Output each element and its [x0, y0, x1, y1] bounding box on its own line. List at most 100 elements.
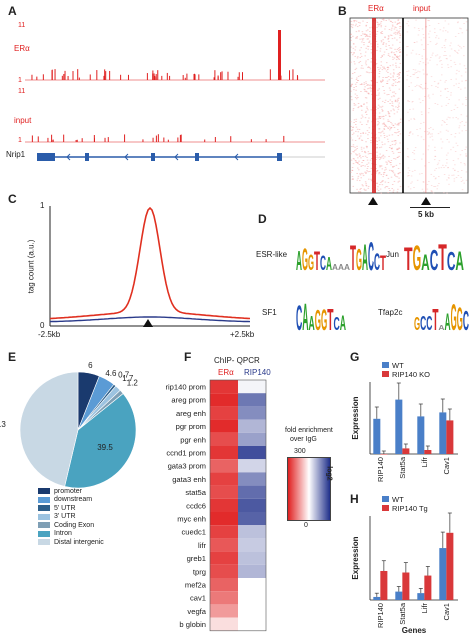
heatmap-dot: [395, 66, 398, 68]
heatmap-dot: [398, 58, 401, 60]
heatmap-dot: [362, 33, 364, 35]
gene-exon: [37, 153, 55, 161]
heatmap-dot: [363, 188, 366, 190]
heatmap-dot: [389, 34, 392, 36]
heatmap-dot: [382, 77, 384, 78]
heatmap-dot: [392, 83, 395, 85]
heatmap-row-label: cuedc1: [182, 528, 207, 537]
heatmap-dot: [352, 47, 355, 49]
heatmap-dot: [352, 108, 355, 109]
heatmap-dot: [378, 76, 381, 78]
heatmap-dot: [383, 51, 386, 53]
heatmap-dot: [447, 152, 449, 154]
heatmap-dot: [365, 110, 367, 112]
heatmap-dot: [391, 84, 393, 86]
heatmap-dot: [383, 128, 385, 130]
heatmap-dot: [365, 141, 367, 143]
heatmap-dot: [381, 33, 384, 34]
heatmap-dot: [398, 47, 401, 48]
heatmap-dot: [422, 181, 425, 183]
heatmap-dot: [395, 51, 398, 53]
heatmap-dot: [397, 100, 399, 101]
heatmap-dot: [417, 34, 420, 36]
heatmap-dot: [411, 170, 414, 172]
heatmap-dot: [390, 176, 393, 178]
heatmap-dot: [365, 34, 368, 36]
pie-legend-item: 5' UTR: [38, 504, 104, 513]
heatmap-dot: [465, 156, 467, 157]
heatmap-dot: [359, 188, 361, 190]
heatmap-input-label: input: [413, 4, 431, 13]
heatmap-dot: [380, 157, 382, 159]
pie-slice-intron: [64, 393, 137, 489]
heatmap-cell-rip140: [238, 525, 266, 539]
heatmap-dot: [388, 126, 391, 128]
heatmap-dot: [383, 124, 386, 125]
heatmap-dot: [382, 39, 384, 41]
heatmap-dot: [384, 25, 387, 27]
motif-letter: A: [362, 236, 368, 278]
heatmap-dot: [395, 142, 397, 144]
heatmap-dot: [429, 59, 431, 61]
heatmap-dot: [359, 121, 362, 123]
heatmap-dot: [371, 173, 373, 175]
heatmap-cell-era: [210, 617, 238, 631]
heatmap-dot: [453, 180, 456, 182]
bar-rip140-ko: [402, 448, 410, 454]
heatmap-dot: [378, 69, 380, 71]
heatmap-dot: [438, 167, 440, 169]
heatmap-dot: [363, 83, 365, 85]
heatmap-dot: [422, 139, 425, 141]
heatmap-dot: [465, 105, 467, 107]
heatmap-dot: [409, 108, 411, 110]
heatmap-dot: [420, 122, 422, 124]
heatmap-dot: [377, 118, 379, 120]
heatmap-dot: [422, 34, 425, 35]
heatmap-dot: [413, 159, 416, 160]
heatmap-dot: [449, 117, 451, 119]
heatmap-dot: [399, 186, 402, 188]
heatmap-dot: [460, 75, 463, 77]
colorbar-title-1: fold enrichment: [285, 427, 333, 434]
heatmap-row-label: tprg: [193, 567, 206, 576]
heatmap-dot: [360, 91, 362, 92]
heatmap-dot: [408, 175, 410, 176]
heatmap-dot: [387, 119, 389, 121]
heatmap-dot: [376, 81, 378, 83]
heatmap-dot: [406, 54, 408, 56]
heatmap-dot: [355, 160, 357, 162]
heatmap-dot: [378, 92, 380, 94]
panel-a-label: A: [8, 4, 17, 18]
motif-letter: A: [344, 263, 350, 272]
heatmap-dot: [368, 41, 370, 43]
heatmap-dot: [423, 131, 426, 133]
heatmap-dot: [433, 81, 436, 83]
colorbar-min: 0: [304, 522, 308, 529]
pie-label: 39.5: [97, 443, 113, 452]
heatmap-dot: [368, 84, 370, 86]
heatmap-cell-rip140: [238, 380, 266, 394]
heatmap-dot: [391, 144, 394, 146]
heatmap-dot: [392, 72, 395, 74]
heatmap-dot: [398, 147, 400, 149]
heatmap-dot: [384, 36, 386, 38]
heatmap-dot: [355, 154, 358, 156]
heatmap-dot: [421, 158, 423, 160]
heatmap-dot: [396, 98, 399, 100]
heatmap-dot: [431, 133, 433, 135]
heatmap-dot: [382, 176, 384, 178]
heatmap-dot: [366, 163, 368, 165]
heatmap-dot: [447, 23, 450, 25]
pie-legend-label: Distal intergenic: [54, 538, 104, 546]
heatmap-dot: [351, 170, 354, 171]
heatmap-dot: [352, 54, 354, 56]
heatmap-cell-rip140: [238, 564, 266, 578]
heatmap-dot: [398, 74, 400, 76]
heatmap-dot: [463, 163, 466, 164]
bar-category-label: Cav1: [442, 603, 451, 621]
heatmap-dot: [360, 53, 362, 55]
heatmap-dot: [387, 192, 389, 194]
heatmap-dot: [350, 39, 352, 41]
heatmap-dot: [359, 75, 362, 77]
heatmap-dot: [365, 60, 367, 62]
